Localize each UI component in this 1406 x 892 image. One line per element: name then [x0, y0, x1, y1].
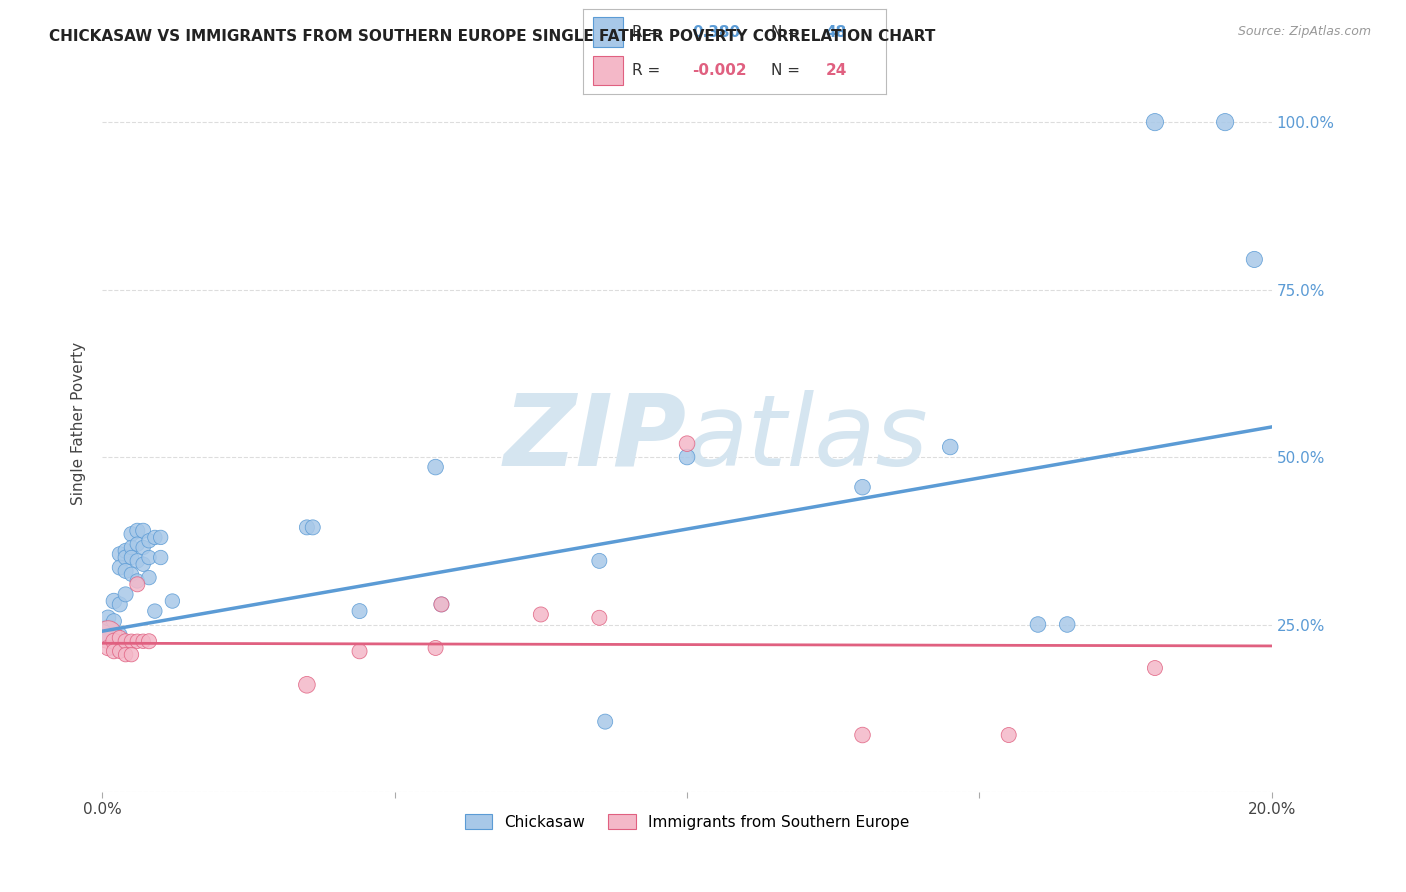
Point [138, 571, 160, 585]
Text: 24: 24 [825, 62, 846, 78]
Point [430, 598, 453, 612]
Point [588, 611, 610, 625]
Point [97, 627, 120, 641]
Text: R =: R = [631, 25, 659, 40]
Point [97, 631, 120, 645]
Point [120, 550, 142, 565]
Point [1143, 115, 1166, 129]
Point [851, 728, 873, 742]
Point [149, 550, 172, 565]
Point [114, 634, 136, 648]
Point [120, 527, 142, 541]
Point [127, 537, 149, 551]
Point [120, 541, 142, 555]
Point [127, 524, 149, 538]
Point [997, 728, 1019, 742]
Point [108, 631, 131, 645]
Point [430, 598, 453, 612]
Point [349, 604, 371, 618]
Text: 48: 48 [825, 25, 846, 40]
Point [162, 594, 184, 608]
Point [138, 550, 160, 565]
Bar [592, 55, 623, 85]
Point [108, 644, 131, 658]
Point [97, 621, 120, 635]
Text: CHICKASAW VS IMMIGRANTS FROM SOUTHERN EUROPE SINGLE FATHER POVERTY CORRELATION C: CHICKASAW VS IMMIGRANTS FROM SOUTHERN EU… [49, 29, 935, 45]
Point [132, 524, 155, 538]
Point [103, 634, 125, 648]
Point [939, 440, 962, 454]
Point [1026, 617, 1049, 632]
Point [530, 607, 553, 622]
Point [143, 604, 166, 618]
Text: -0.002: -0.002 [692, 62, 747, 78]
Point [132, 634, 155, 648]
Point [1243, 252, 1265, 267]
Point [588, 554, 610, 568]
Point [1056, 617, 1078, 632]
Point [132, 558, 155, 572]
Point [295, 520, 318, 534]
Point [127, 554, 149, 568]
Text: R =: R = [631, 62, 659, 78]
Point [108, 627, 131, 641]
Point [425, 640, 447, 655]
Text: N =: N = [770, 62, 800, 78]
Point [143, 530, 166, 544]
Point [103, 640, 125, 655]
Point [114, 648, 136, 662]
Point [108, 560, 131, 574]
Text: ZIP: ZIP [505, 390, 688, 487]
Point [114, 587, 136, 601]
Point [301, 520, 323, 534]
Bar [592, 18, 623, 47]
Point [103, 644, 125, 658]
Point [1143, 661, 1166, 675]
Point [676, 436, 699, 450]
Text: Source: ZipAtlas.com: Source: ZipAtlas.com [1237, 25, 1371, 38]
Point [103, 594, 125, 608]
Text: 0.380: 0.380 [692, 25, 741, 40]
Point [127, 574, 149, 588]
Legend: Chickasaw, Immigrants from Southern Europe: Chickasaw, Immigrants from Southern Euro… [458, 807, 915, 836]
Point [349, 644, 371, 658]
Text: atlas: atlas [688, 390, 929, 487]
Point [132, 541, 155, 555]
Point [425, 460, 447, 475]
Point [97, 611, 120, 625]
Point [120, 648, 142, 662]
Point [149, 530, 172, 544]
Point [114, 564, 136, 578]
Point [851, 480, 873, 494]
Point [120, 567, 142, 582]
Point [1213, 115, 1236, 129]
Point [120, 634, 142, 648]
Point [114, 550, 136, 565]
Point [97, 640, 120, 655]
Point [127, 634, 149, 648]
Point [138, 634, 160, 648]
Point [108, 547, 131, 561]
Y-axis label: Single Father Poverty: Single Father Poverty [72, 342, 86, 505]
Point [676, 450, 699, 464]
Point [108, 598, 131, 612]
Point [593, 714, 616, 729]
Point [114, 544, 136, 558]
Point [295, 678, 318, 692]
Text: N =: N = [770, 25, 800, 40]
Point [127, 577, 149, 591]
Point [103, 614, 125, 628]
Point [138, 533, 160, 548]
